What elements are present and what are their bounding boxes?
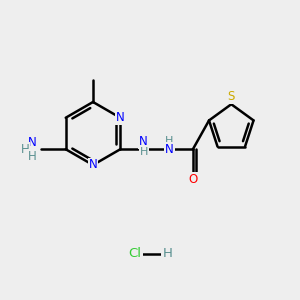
Text: N: N: [165, 143, 174, 156]
Text: N: N: [139, 135, 148, 148]
Text: Cl: Cl: [128, 247, 142, 260]
Text: H: H: [20, 143, 29, 156]
Text: N: N: [88, 158, 98, 172]
Text: H: H: [165, 136, 174, 146]
Text: H: H: [28, 150, 37, 163]
Text: N: N: [116, 111, 125, 124]
Text: O: O: [188, 173, 197, 186]
Text: S: S: [228, 90, 235, 103]
Text: N: N: [28, 136, 37, 149]
Text: H: H: [140, 147, 148, 157]
Text: H: H: [163, 247, 172, 260]
